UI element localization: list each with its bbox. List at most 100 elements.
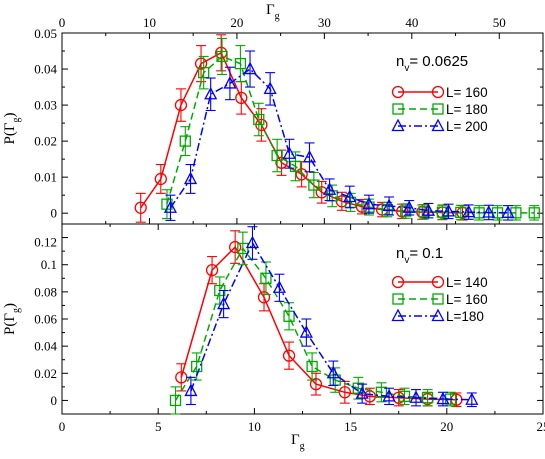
x-tick-label: 10 [143, 15, 156, 30]
legend: L= 140 L= 160 L=180 [391, 275, 488, 324]
x-tick-label: 5 [155, 419, 162, 434]
data-point [400, 205, 412, 217]
series-line [166, 55, 535, 214]
legend-marker [432, 103, 444, 115]
x-tick-label: 0 [59, 15, 66, 30]
data-point [282, 349, 296, 362]
data-point [235, 91, 248, 105]
x-tick-label: 0 [59, 419, 66, 434]
legend-label: L= 160 [446, 85, 488, 100]
y-tick-label: 0.1 [41, 257, 57, 272]
data-point [174, 98, 188, 112]
data-point [436, 206, 449, 218]
x-axis-title-top: Γg [266, 2, 280, 22]
x-tick-label: 30 [318, 15, 331, 30]
data-point [260, 272, 272, 284]
data-point [271, 149, 283, 162]
data-point [154, 172, 167, 186]
x-tick-label: 50 [493, 15, 506, 30]
data-point [229, 240, 242, 254]
data-point [482, 205, 496, 218]
legend-label: L=180 [446, 309, 484, 324]
series-line [140, 51, 463, 214]
data-point [306, 360, 318, 373]
x-tick-label: 20 [440, 419, 453, 434]
data-point [421, 203, 436, 216]
y-tick-label: 0.05 [34, 26, 57, 41]
data-point [205, 263, 219, 277]
data-point [198, 66, 210, 79]
bottom-panel: 0 5 10 15 20 25 0 0.02 0.04 0.06 0.08 0.1 0.12 Γg P(Γg… [2, 223, 545, 452]
data-point [501, 205, 515, 218]
data-point [234, 57, 247, 70]
data-point [418, 206, 430, 218]
data-point [223, 76, 237, 89]
x-axis-title: Γg [291, 432, 305, 452]
y-axis-title: P(Γg) [2, 112, 22, 144]
series-line [180, 245, 457, 401]
data-point [295, 168, 308, 181]
legend-label: L= 200 [446, 119, 488, 134]
series-l200 [163, 50, 515, 221]
y-tick-label: 0.03 [34, 98, 57, 113]
legend-marker [431, 85, 445, 99]
series-line [190, 241, 472, 401]
data-point [243, 61, 257, 75]
data-point [528, 207, 540, 219]
y-tick-label: 0.04 [34, 62, 57, 77]
x-tick-label: 25 [537, 419, 545, 434]
y-tick-label: 0.04 [34, 339, 57, 354]
data-point [289, 160, 302, 172]
data-point [421, 392, 434, 404]
data-point [309, 377, 323, 391]
legend-marker [391, 308, 405, 322]
data-point [237, 242, 249, 255]
data-point [253, 113, 265, 126]
y-tick-label: 0 [51, 206, 58, 221]
data-point [323, 182, 337, 195]
data-point [282, 146, 296, 159]
y-tick-label: 0.02 [34, 366, 57, 381]
legend-marker [391, 275, 405, 289]
data-point [183, 171, 198, 185]
legend-marker [431, 308, 445, 322]
data-point [375, 386, 388, 398]
legend-marker [431, 118, 445, 132]
series-l160 [169, 231, 457, 415]
legend-marker [392, 293, 404, 305]
data-point [179, 135, 191, 147]
data-point [382, 198, 396, 212]
legend-label: L= 180 [446, 102, 488, 117]
data-point [355, 386, 369, 399]
y-tick-label: 0 [51, 393, 58, 408]
series-l180 [184, 226, 479, 408]
data-point [402, 200, 416, 213]
data-point [299, 325, 313, 338]
data-point [263, 81, 277, 95]
data-point [216, 50, 228, 63]
legend-label: L= 140 [446, 275, 488, 290]
annotation-nv: nv= 0.1 [396, 245, 443, 266]
data-point [462, 204, 476, 218]
annotation-nv: nv= 0.0625 [396, 53, 468, 74]
data-point [184, 383, 198, 397]
legend-marker [431, 275, 445, 289]
data-point [409, 390, 423, 403]
data-point [382, 388, 396, 402]
y-tick-label: 0.06 [34, 312, 57, 327]
legend-marker [391, 85, 405, 99]
x-tick-label: 20 [230, 15, 243, 30]
data-point [326, 365, 340, 379]
data-point [343, 189, 357, 203]
top-panel: 0 10 20 30 40 50 0 0.01 0.02 0.03 0.04 0.05 Γg P(Γg) n… [2, 2, 544, 225]
data-point [163, 200, 178, 213]
data-point [169, 394, 182, 407]
legend-marker [392, 103, 404, 115]
data-point [362, 196, 376, 210]
y-axis-title: P(Γg) [2, 303, 22, 335]
y-tick-label: 0.02 [34, 134, 57, 149]
y-tick-label: 0.08 [34, 284, 57, 299]
data-point [204, 86, 218, 100]
